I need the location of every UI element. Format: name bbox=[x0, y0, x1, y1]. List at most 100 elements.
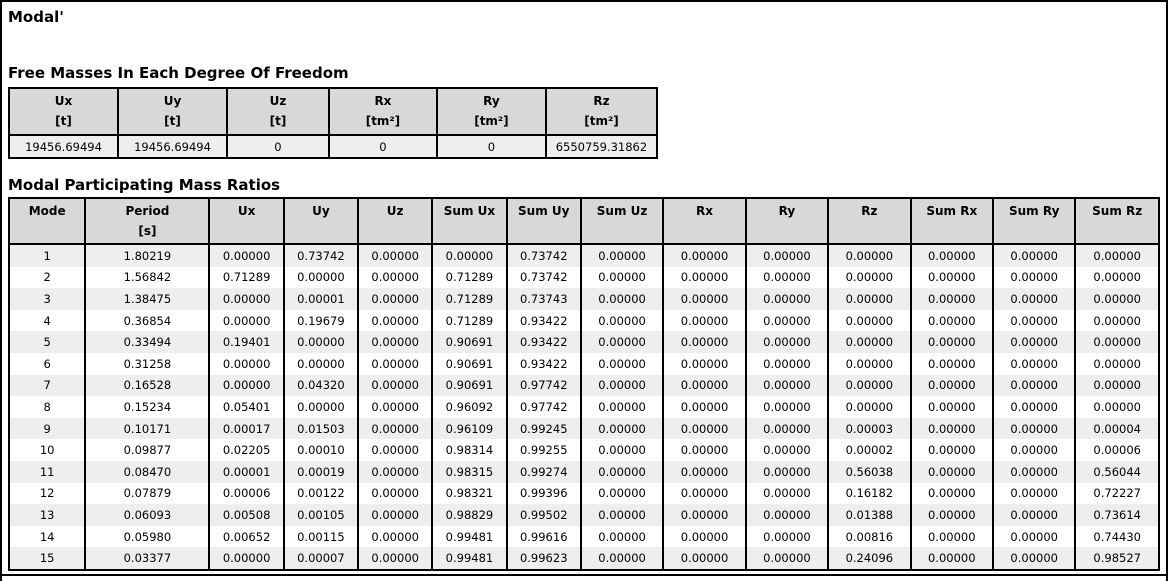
table-cell: 0.16182 bbox=[827, 482, 912, 505]
column-name: Ux bbox=[237, 204, 256, 218]
table-cell: 0.72227 bbox=[1074, 482, 1160, 505]
table-cell: 0.00006 bbox=[1074, 439, 1160, 461]
table-cell: 0.00000 bbox=[744, 439, 830, 461]
table-row: 11 0.08470 0.00001 0.00019 0.00000 0.98315 0.9… bbox=[7, 460, 1160, 483]
table-cell: 0.00000 bbox=[991, 331, 1077, 353]
table-cell: 0.00000 bbox=[662, 417, 747, 440]
table-cell: 0.00000 bbox=[909, 525, 994, 548]
table-cell: 1.80219 bbox=[84, 244, 211, 267]
table-cell: 0.00000 bbox=[909, 266, 994, 289]
table-cell: 0.00000 bbox=[744, 352, 830, 375]
table-cell: 0.00000 bbox=[357, 266, 434, 289]
modal-ratios-heading: Modal Participating Mass Ratios bbox=[8, 176, 281, 194]
table-cell: 0.10171 bbox=[84, 417, 211, 440]
table-cell: 14 bbox=[7, 525, 87, 548]
table-cell: 13 bbox=[7, 504, 87, 526]
table-cell: 0.00019 bbox=[282, 460, 360, 483]
table-cell: 0.98829 bbox=[431, 504, 508, 526]
table-cell: 0.00000 bbox=[662, 288, 747, 310]
column-unit: [s] bbox=[138, 224, 157, 238]
column-name: Uz bbox=[386, 204, 404, 218]
table-cell: 0.00000 bbox=[909, 288, 994, 310]
column-name: Uz bbox=[269, 94, 287, 108]
table-cell: 0.24096 bbox=[827, 547, 912, 570]
table-cell: 0.00000 bbox=[1074, 352, 1160, 375]
table-cell: 0.00105 bbox=[282, 504, 360, 526]
table-cell: 0.98314 bbox=[431, 439, 508, 461]
table-cell: 0.00000 bbox=[744, 266, 830, 289]
table-cell: 10 bbox=[7, 439, 87, 461]
table-cell: 9 bbox=[7, 417, 87, 440]
table-cell: 0.00000 bbox=[208, 547, 285, 570]
table-cell: 8 bbox=[7, 396, 87, 418]
table-cell: 0.00000 bbox=[579, 460, 665, 483]
column-header: Uz [t] bbox=[226, 88, 330, 136]
table-cell: 0.00000 bbox=[579, 244, 665, 267]
table-cell: 19456.69494 bbox=[8, 135, 119, 158]
table-cell: 0.93422 bbox=[505, 331, 582, 353]
table-cell: 0.00000 bbox=[208, 288, 285, 310]
table-cell: 0.98321 bbox=[431, 482, 508, 505]
table-cell: 0 bbox=[435, 135, 547, 158]
table-cell: 0.00000 bbox=[579, 309, 665, 332]
table-cell: 0.00000 bbox=[991, 525, 1077, 548]
table-cell: 0.00000 bbox=[357, 244, 434, 267]
table-cell: 0.56038 bbox=[827, 460, 912, 483]
table-cell: 0.00002 bbox=[827, 439, 912, 461]
column-unit: [tm²] bbox=[365, 114, 401, 128]
table-cell: 0.00000 bbox=[1074, 374, 1160, 397]
table-cell: 0 bbox=[226, 135, 330, 158]
table-cell: 0.00000 bbox=[827, 352, 912, 375]
table-cell: 0.02205 bbox=[208, 439, 285, 461]
table-cell: 0.00000 bbox=[744, 288, 830, 310]
table-cell: 0.00000 bbox=[744, 244, 830, 267]
table-cell: 0.00000 bbox=[744, 309, 830, 332]
page-title: Modal' bbox=[8, 8, 64, 26]
table-cell: 0.31258 bbox=[84, 352, 211, 375]
table-row: 1 1.80219 0.00000 0.73742 0.00000 0.00000 0.73… bbox=[7, 244, 1160, 267]
table-cell: 0.00000 bbox=[909, 504, 994, 526]
column-name: Sum Ry bbox=[1009, 204, 1060, 218]
table-cell: 0.73742 bbox=[505, 244, 582, 267]
table-cell: 0.00000 bbox=[579, 331, 665, 353]
column-unit bbox=[211, 222, 281, 240]
table-cell: 0.00000 bbox=[744, 331, 830, 353]
table-row: 10 0.09877 0.02205 0.00010 0.00000 0.98314 0.9… bbox=[7, 439, 1160, 461]
column-name: Rx bbox=[374, 94, 392, 108]
table-cell: 0.00003 bbox=[827, 417, 912, 440]
table-cell: 0.00000 bbox=[357, 482, 434, 505]
column-name: Uy bbox=[312, 204, 330, 218]
table-cell: 11 bbox=[7, 460, 87, 483]
table-cell: 0.99623 bbox=[505, 547, 582, 570]
table-cell: 0.00001 bbox=[208, 460, 285, 483]
column-header: Ux bbox=[208, 198, 285, 245]
table-cell: 19456.69494 bbox=[117, 135, 228, 158]
column-unit bbox=[509, 222, 579, 240]
table-cell: 0.00000 bbox=[579, 547, 665, 570]
table-cell: 0.00000 bbox=[579, 374, 665, 397]
table-cell: 0.00000 bbox=[827, 244, 912, 267]
table-cell: 1 bbox=[7, 244, 87, 267]
table-cell: 0.00000 bbox=[662, 547, 747, 570]
table-cell: 0.07879 bbox=[84, 482, 211, 505]
table-cell: 2 bbox=[7, 266, 87, 289]
column-name: Sum Rx bbox=[926, 204, 978, 218]
column-name: Ry bbox=[778, 204, 796, 218]
table-cell: 0.00000 bbox=[282, 331, 360, 353]
table-cell: 0.00000 bbox=[1074, 331, 1160, 353]
table-row: 7 0.16528 0.00000 0.04320 0.00000 0.90691 0.97… bbox=[7, 374, 1160, 397]
table-cell: 6 bbox=[7, 352, 87, 375]
table-cell: 0.00000 bbox=[662, 266, 747, 289]
column-header: Uz bbox=[357, 198, 434, 245]
table-cell: 0.00000 bbox=[744, 504, 830, 526]
table-cell: 0.00000 bbox=[909, 331, 994, 353]
table-cell: 0.00000 bbox=[909, 417, 994, 440]
table-cell: 0.97742 bbox=[505, 396, 582, 418]
column-header: Sum Ux bbox=[431, 198, 508, 245]
table-cell: 0.00000 bbox=[357, 309, 434, 332]
free-masses-table: Ux [t] Uy [t] Uz [t] Rx [tm²] Ry [tm²] Rz [tm²] 194… bbox=[8, 87, 659, 159]
table-cell: 0.00000 bbox=[827, 396, 912, 418]
table-cell: 0.00000 bbox=[991, 482, 1077, 505]
table-cell: 0.15234 bbox=[84, 396, 211, 418]
column-unit: [tm²] bbox=[584, 114, 619, 128]
